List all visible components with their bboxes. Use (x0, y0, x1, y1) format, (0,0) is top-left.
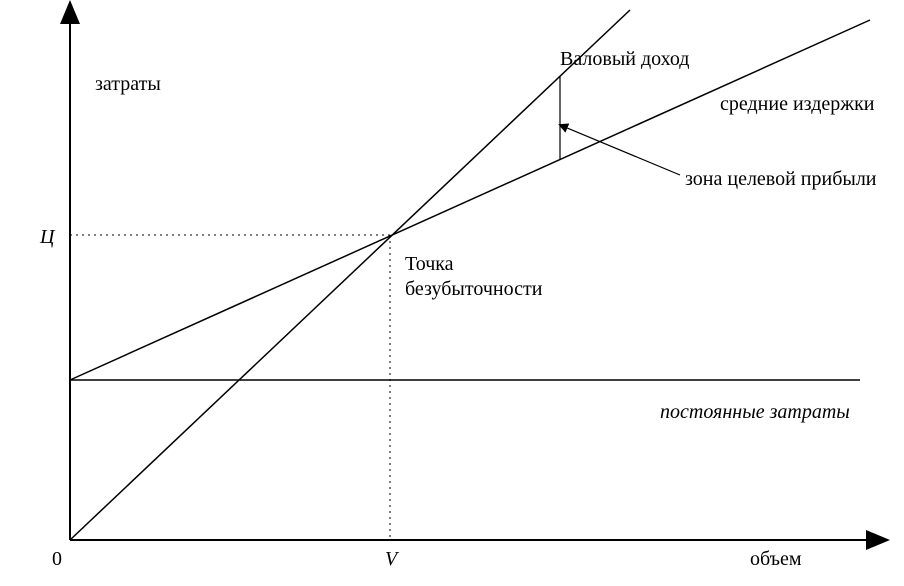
y-axis-label: затраты (95, 73, 161, 95)
breakeven-chart: затраты 0 V объем Ц Валовый доход средни… (0, 0, 904, 586)
breakeven-label-1: Точка (405, 253, 454, 275)
x-axis-label: объем (750, 548, 802, 570)
avg-cost-line (70, 20, 870, 380)
origin-label: 0 (52, 548, 62, 570)
profit-zone-label: зона целевой прибыли (685, 168, 877, 190)
breakeven-label-2: безубыточности (405, 278, 543, 300)
gross-income-label: Валовый доход (560, 48, 689, 70)
fixed-costs-label: постоянные затраты (660, 401, 850, 423)
avg-costs-label: средние издержки (720, 93, 875, 115)
v-tick-label: V (385, 548, 400, 570)
c-tick-label: Ц (39, 226, 56, 248)
